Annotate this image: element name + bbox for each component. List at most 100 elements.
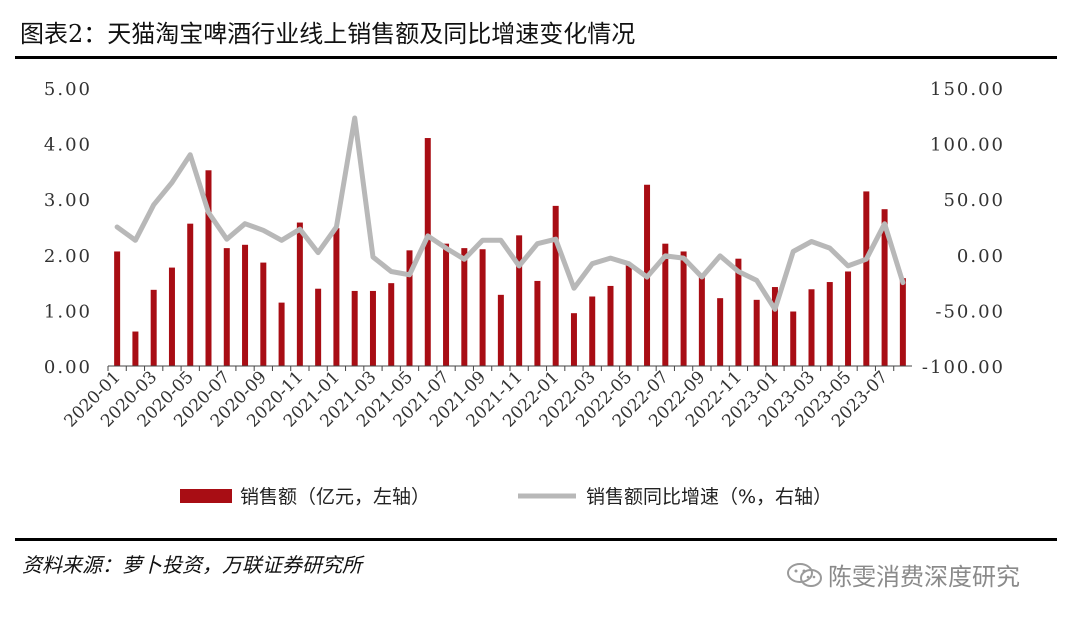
line-point (171, 182, 173, 184)
bar (333, 228, 340, 366)
axes (107, 365, 912, 371)
right-tick-label: 0.00 (957, 246, 1005, 267)
right-tick-label: 150.00 (930, 79, 1005, 100)
bar (863, 191, 870, 366)
bar (351, 290, 358, 366)
line-point (244, 223, 246, 225)
line-point (646, 276, 648, 278)
bar (187, 223, 194, 366)
chart-title: 图表2：天猫淘宝啤酒行业线上销售额及同比增速变化情况 (20, 20, 636, 48)
legend-bar-swatch (180, 489, 232, 503)
line-point (610, 257, 611, 259)
bar (479, 249, 486, 366)
legend-bar-label: 销售额（亿元，左轴） (240, 486, 430, 508)
bar (662, 243, 669, 366)
bar (424, 138, 431, 366)
top-rule (15, 56, 1057, 59)
line-point (427, 235, 429, 237)
bar (826, 282, 833, 366)
bar (260, 262, 267, 366)
bar (242, 244, 249, 366)
line-point (573, 287, 575, 289)
bar (899, 278, 906, 366)
right-tick-label: 100.00 (930, 135, 1005, 156)
bar (369, 290, 376, 366)
line-point (683, 257, 685, 259)
bar (296, 222, 303, 366)
line-point (281, 239, 283, 241)
bar-series (114, 138, 906, 366)
bar (114, 251, 121, 366)
line-point (299, 228, 301, 230)
bar (589, 296, 596, 366)
bar (223, 248, 230, 366)
line-point (445, 247, 447, 249)
watermark: 陈雯消费深度研究 (786, 557, 1020, 592)
left-tick-label: 0.00 (44, 357, 92, 378)
line-point (792, 250, 794, 252)
source-note: 资料来源：萝卜投资，万联证券研究所 (22, 553, 362, 577)
line-point (555, 238, 557, 240)
line-point (208, 212, 209, 214)
line-point (354, 117, 356, 119)
bar (790, 311, 797, 366)
bar (881, 209, 888, 366)
growth-line (114, 115, 906, 312)
line-point (737, 270, 739, 272)
watermark-text: 陈雯消费深度研究 (828, 563, 1020, 591)
line-point (134, 239, 136, 241)
left-tick-label: 1.00 (44, 301, 92, 322)
line-point (902, 282, 904, 284)
bar (315, 288, 322, 366)
line-point (317, 252, 319, 254)
bar (388, 283, 395, 366)
bar (497, 294, 504, 366)
bar (132, 331, 139, 366)
bar (698, 275, 705, 366)
line-point (829, 247, 831, 249)
right-tick-label: -100.00 (922, 357, 1005, 378)
bar (278, 302, 285, 366)
line-point (372, 256, 374, 258)
bar (771, 287, 778, 366)
right-tick-label: 50.00 (943, 190, 1005, 211)
line-point (719, 255, 721, 257)
bar (406, 250, 413, 366)
bar (570, 313, 577, 366)
bar (516, 235, 523, 366)
line-point (756, 279, 758, 281)
bottom-rule (15, 538, 1057, 541)
bar (443, 243, 450, 366)
bar (461, 248, 468, 366)
bar (607, 285, 614, 366)
left-tick-label: 5.00 (44, 79, 92, 100)
legend: 销售额（亿元，左轴） 销售额同比增速（%，右轴） (180, 486, 832, 508)
bar (808, 289, 815, 366)
line-point (591, 263, 593, 265)
line-point (865, 258, 867, 260)
bar (150, 289, 157, 366)
bar (168, 267, 175, 366)
bar (552, 205, 559, 366)
line-point (884, 223, 886, 225)
line-point (774, 308, 776, 310)
bar (717, 298, 724, 366)
line-point (262, 229, 264, 231)
legend-line-label: 销售额同比增速（%，右轴） (586, 486, 832, 508)
chart-svg: 5.00 4.00 3.00 2.00 1.00 0.00 150.00 100.00 50.0… (44, 79, 1005, 508)
bar (735, 258, 742, 366)
line-point (335, 226, 337, 228)
bar (680, 251, 687, 366)
line-point (482, 239, 484, 241)
line-series (114, 115, 906, 312)
line-point (463, 258, 465, 260)
line-point (628, 263, 630, 265)
left-tick-label: 2.00 (44, 246, 92, 267)
line-point (153, 204, 155, 206)
line-point (701, 276, 703, 278)
left-tick-label: 3.00 (44, 190, 92, 211)
line-point (409, 274, 410, 276)
line-point (390, 270, 392, 272)
left-tick-label: 4.00 (44, 135, 92, 156)
line-point (847, 265, 849, 267)
